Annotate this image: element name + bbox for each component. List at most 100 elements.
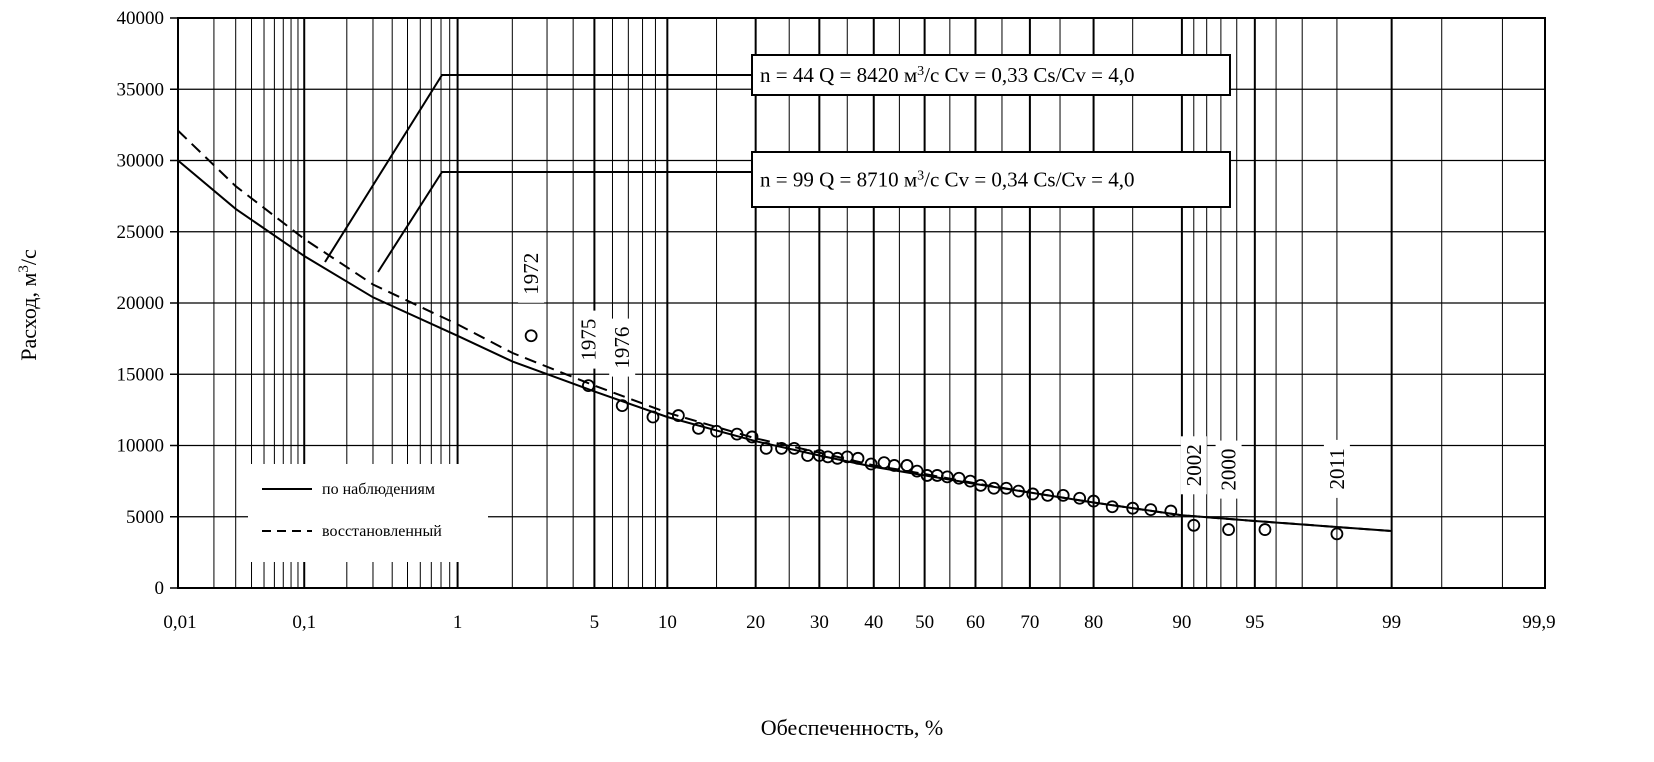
year-label-bg [609,318,636,377]
observed-point [952,471,966,485]
year-label-bg [1180,436,1207,495]
y-tick-label: 10000 [117,436,165,457]
x-tick-label: 50 [915,612,934,633]
observed-point [710,424,723,438]
callout-box [751,54,1231,96]
x-tick-label: 70 [1020,612,1039,633]
x-axis-title: Обеспеченность, % [761,715,944,740]
x-tick-label: 5 [590,612,600,633]
year-label-text: 2002 [1182,444,1206,486]
observed-point [801,449,815,462]
observed-point [831,451,844,465]
observed-point [582,379,595,393]
observed-point [920,469,934,482]
observed-point [671,409,685,422]
callout-text: n = 99 Q = 8710 м3/с Cv = 0,34 Cs/Cv = 4… [760,168,1135,192]
year-label-text: 2011 [1325,448,1349,489]
callouts: n = 44 Q = 8420 м3/с Cv = 0,33 Cs/Cv = 4… [324,54,1231,273]
y-tick-label: 30000 [117,151,165,172]
observed-point [1187,518,1201,532]
observed-point [1164,504,1178,518]
observed-point [1330,527,1344,541]
x-tick-label: 30 [810,612,829,633]
y-axis-title: Расход, м3/с [16,249,41,361]
y-tick-label: 0 [155,578,165,599]
year-label: 2000 [1215,440,1242,499]
observed-points [524,329,1344,541]
year-label-text: 2000 [1217,449,1241,491]
observed-point [1026,487,1040,501]
y-tick-label: 40000 [117,8,165,29]
observed-point [999,481,1013,495]
observed-point [1041,488,1055,502]
year-label-bg [575,310,602,369]
observed-point [1056,488,1070,502]
x-tick-label: 0,01 [163,612,196,633]
observed-point [646,410,660,424]
y-tick-label: 35000 [117,79,165,100]
observed-point [987,481,1001,495]
y-axis-title-sup: 3 [16,265,32,273]
observed-point [730,427,744,441]
x-tick-label: 99,9 [1522,612,1555,633]
y-axis-title-part: /с [16,249,41,265]
observed-point [1222,523,1235,536]
year-label-bg [1323,439,1350,498]
legend-label: восстановленный [322,523,442,540]
observed-point [1073,491,1087,505]
year-label-text: 1976 [610,327,634,369]
series-line-restored [177,129,1392,532]
observed-point [745,430,759,444]
y-tick-label: 25000 [117,222,165,243]
observed-point [1105,500,1119,514]
callout-leader [324,74,752,263]
axes [170,17,1546,589]
legend-label: по наблюдениям [322,481,435,498]
observed-point [759,441,773,455]
x-tick-label: 20 [746,612,765,633]
callout-leader [377,171,752,273]
year-label: 1972 [518,244,545,303]
callout-text-sup: 3 [917,64,924,79]
callout-text-part: /с Cv = 0,34 Cs/Cv = 4,0 [924,168,1134,192]
observed-point [692,421,705,435]
observed-point [877,456,891,470]
observed-point [963,474,977,488]
observed-point [864,457,878,471]
observed-point [1144,503,1158,517]
x-tick-label: 1 [453,612,463,633]
callout-text-sup: 3 [917,168,924,183]
x-tick-label: 90 [1172,612,1191,633]
observed-point [1087,494,1100,508]
observed-point [787,441,801,455]
y-axis-title-part: Расход, м [16,273,41,361]
legend-box [248,464,488,562]
callout-text-part: n = 99 Q = 8710 м [760,168,917,192]
legend: по наблюдениям восстановленный [248,464,488,562]
callout-text-part: n = 44 Q = 8420 м [760,63,917,87]
observed-point [974,478,988,492]
observed-point [940,470,954,484]
tick-labels: 0 5000 10000 15000 20000 25000 30000 35000 40000… [117,8,1556,633]
observed-point [1012,484,1025,498]
year-label-bg [518,244,545,303]
x-tick-label: 60 [966,612,985,633]
x-tick-label: 10 [658,612,677,633]
x-tick-label: 95 [1245,612,1264,633]
x-tick-label: 0,1 [292,612,316,633]
year-label-text: 1972 [519,253,543,295]
observed-point [821,450,835,464]
x-tick-label: 80 [1084,612,1103,633]
year-labels: 1972 1975 1976 2002 2000 2011 [518,244,1350,499]
observed-point [887,459,901,472]
year-label: 2011 [1323,439,1350,498]
x-tick-label: 40 [864,612,883,633]
callout-box [751,151,1231,208]
observed-point [1258,523,1272,536]
year-label: 1975 [575,310,602,369]
observed-point [615,399,629,413]
observed-point [851,451,865,465]
observed-point [900,459,914,472]
year-label: 1976 [609,318,636,377]
